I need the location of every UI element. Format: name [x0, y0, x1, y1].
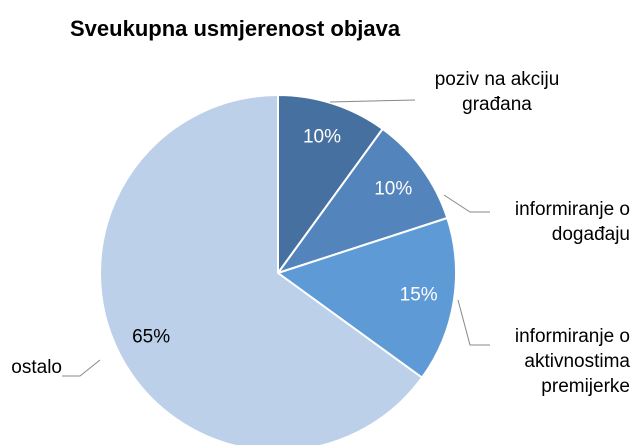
- pie-slice: [277, 93, 385, 277]
- value-label: 15%: [400, 284, 438, 305]
- category-label: informiranje o događaju: [515, 199, 630, 245]
- category-label: informiranje o aktivnostima premijerke: [515, 326, 631, 397]
- value-label: 10%: [374, 178, 412, 199]
- chart-title: Sveukupna usmjerenost objava: [70, 16, 401, 41]
- pie-slice: [99, 93, 424, 445]
- leader-line: [457, 299, 490, 346]
- category-label: ostalo: [11, 357, 62, 378]
- category-label: poziv na akciju građana: [435, 69, 560, 115]
- value-label: 10%: [303, 127, 341, 148]
- leader-line: [443, 194, 490, 213]
- pie-slice: [275, 216, 457, 380]
- pie-slice: [275, 127, 449, 275]
- value-label: 65%: [132, 327, 170, 348]
- leader-line: [62, 359, 101, 377]
- leader-line: [329, 99, 416, 103]
